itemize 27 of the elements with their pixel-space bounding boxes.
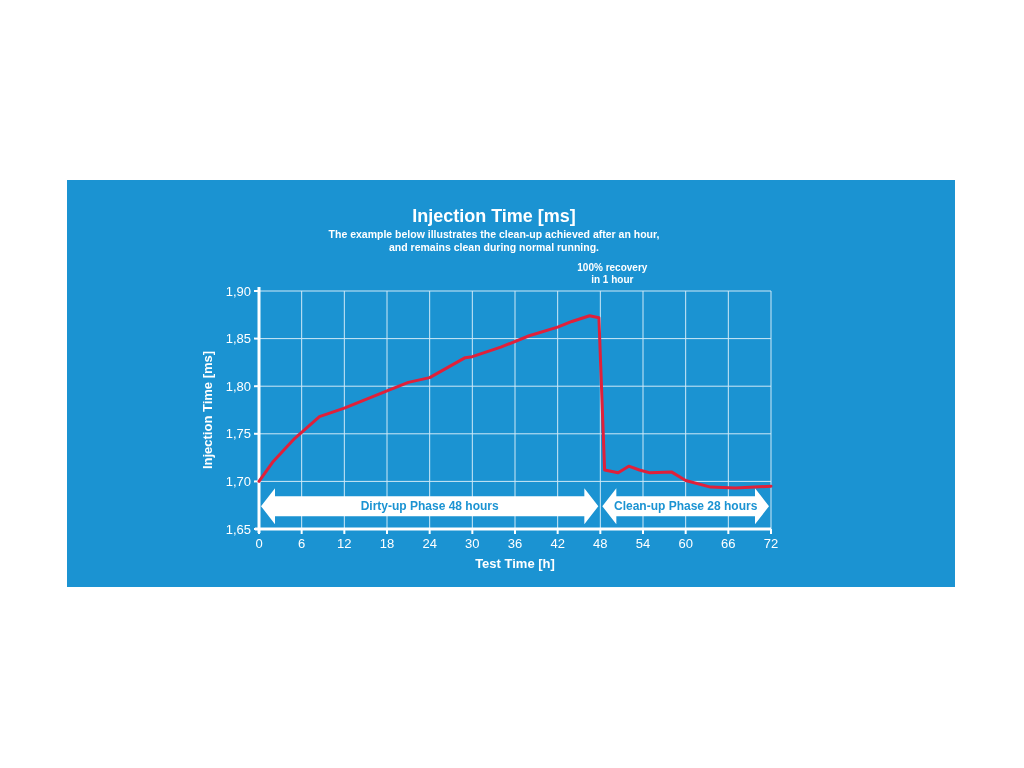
x-tick-label: 18 [379, 536, 395, 551]
annotation: Dirty-up Phase 48 hours [360, 499, 499, 514]
text: 100% recovery in 1 hour [577, 262, 648, 285]
x-tick-label: 42 [550, 536, 565, 551]
y-tick-label: 1,70 [225, 473, 251, 489]
annotation: Clean-up Phase 28 hours [613, 499, 758, 514]
x-axis-title: Test Time [h] [475, 556, 555, 571]
y-tick-label: 1,80 [225, 378, 251, 394]
x-tick-label: 12 [337, 536, 352, 551]
x-tick-label: 72 [763, 536, 779, 551]
x-tick-label: 30 [465, 536, 480, 551]
chart-subtitle: The example below illustrates the clean-up achieved after an hour, and remains clean during normal running. [328, 228, 660, 253]
y-axis-title: Injection Time [ms] [200, 350, 215, 470]
line-series [257, 314, 773, 490]
x-tick-label: 36 [507, 536, 523, 551]
y-tick-label: 1,75 [225, 426, 251, 442]
y-tick-label: 1,65 [225, 521, 251, 537]
y-tick-label: 1,90 [225, 283, 251, 299]
x-tick-label: 48 [593, 536, 608, 551]
x-tick-label: 0 [255, 536, 263, 551]
x-tick-label: 6 [298, 536, 306, 551]
x-tick-label: 24 [422, 536, 437, 551]
y-tick-label: 1,85 [225, 331, 251, 347]
chart-title: Injection Time [ms] [412, 206, 576, 226]
x-tick-label: 66 [721, 536, 736, 551]
x-tick-label: 60 [678, 536, 693, 551]
x-tick-label: 54 [635, 536, 651, 551]
